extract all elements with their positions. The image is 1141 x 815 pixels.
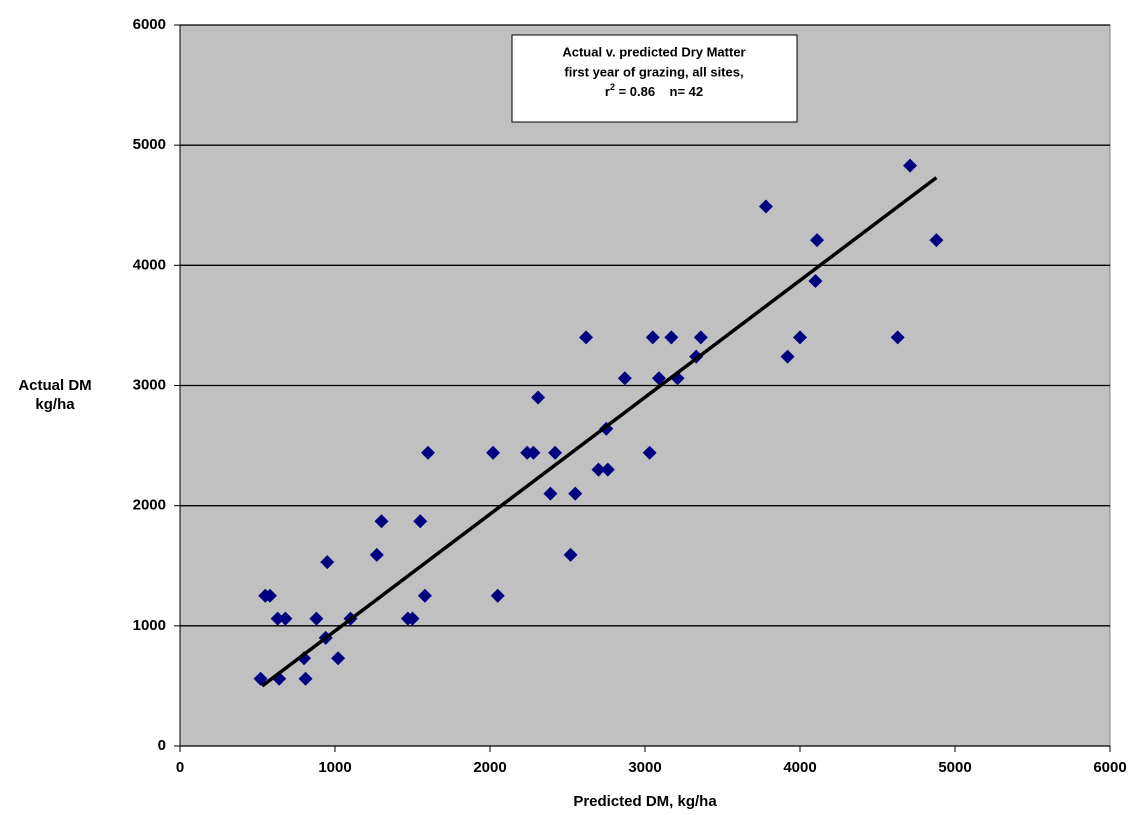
r-label: r	[605, 84, 610, 99]
point	[642, 445, 657, 460]
x-tick-label: 0	[176, 759, 184, 776]
point	[309, 611, 324, 626]
point	[645, 330, 660, 345]
point	[810, 233, 825, 248]
trendline	[261, 176, 938, 688]
point	[278, 611, 293, 626]
point	[563, 547, 578, 562]
point	[568, 486, 583, 501]
point	[331, 651, 346, 666]
x-tick-label: 3000	[628, 759, 661, 776]
point	[579, 330, 594, 345]
point	[320, 555, 335, 570]
x-tick-label: 1000	[318, 759, 351, 776]
point	[526, 445, 541, 460]
point	[664, 330, 679, 345]
y-tick-label: 5000	[133, 136, 166, 153]
point	[793, 330, 807, 345]
point	[890, 330, 905, 345]
annotation-line: Actual v. predicted Dry Matter	[562, 44, 745, 59]
y-tick-label: 3000	[133, 376, 166, 393]
point	[808, 273, 823, 288]
r-sup: 2	[610, 82, 615, 92]
y-axis-label: Actual DM	[18, 377, 91, 394]
point	[758, 199, 773, 214]
annotation-line: first year of grazing, all sites,	[564, 64, 743, 79]
point	[421, 445, 435, 460]
point	[490, 588, 505, 603]
point	[531, 390, 546, 405]
point	[253, 671, 268, 686]
y-tick-label: 1000	[133, 617, 166, 634]
point	[600, 462, 615, 477]
annotation-line: r2 = 0.86 n= 42	[605, 82, 703, 99]
y-tick-label: 4000	[133, 256, 166, 273]
point	[413, 514, 428, 529]
point	[693, 330, 708, 345]
point	[903, 158, 918, 173]
point	[929, 233, 944, 248]
point	[417, 588, 432, 603]
point	[651, 371, 666, 386]
y-tick-label: 2000	[133, 497, 166, 514]
x-tick-label: 4000	[783, 759, 816, 776]
point	[270, 611, 285, 626]
r-rest: = 0.86 n= 42	[615, 84, 703, 99]
point	[262, 588, 277, 603]
x-tick-label: 6000	[1093, 759, 1126, 776]
point	[617, 371, 632, 386]
x-axis-label: Predicted DM, kg/ha	[573, 793, 717, 810]
annotation-box	[511, 34, 798, 123]
x-tick-label: 2000	[473, 759, 506, 776]
point	[405, 611, 420, 626]
point	[374, 514, 389, 529]
point	[548, 445, 563, 460]
y-axis-label: kg/ha	[35, 396, 75, 413]
point	[543, 486, 558, 501]
point	[297, 651, 311, 666]
x-tick-label: 5000	[938, 759, 971, 776]
point	[298, 671, 313, 686]
y-tick-label: 0	[158, 737, 166, 754]
point	[369, 547, 384, 562]
point	[486, 445, 501, 460]
y-tick-label: 6000	[133, 16, 166, 33]
point	[591, 462, 606, 477]
point	[780, 349, 795, 364]
